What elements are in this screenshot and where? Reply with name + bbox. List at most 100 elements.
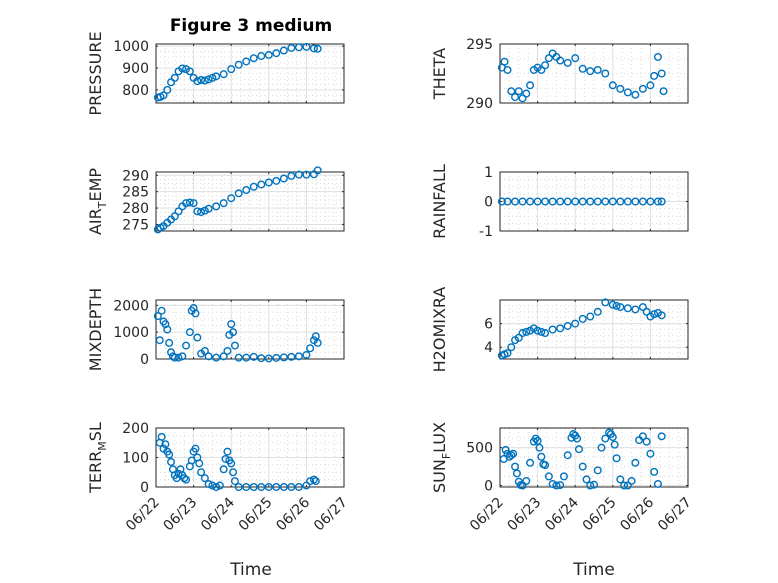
data-point: [212, 202, 221, 211]
data-point: [193, 77, 202, 86]
y-tick-label: 500: [466, 441, 493, 457]
y-tick-label: 0: [484, 478, 493, 494]
data-point: [287, 43, 296, 52]
data-point: [200, 346, 209, 355]
data-point: [500, 57, 509, 66]
data-point: [638, 84, 647, 93]
data-point: [249, 182, 258, 191]
axes-box: [499, 299, 689, 360]
data-point: [571, 319, 580, 328]
axes-box: [499, 427, 689, 488]
data-point: [197, 468, 206, 477]
x-tick-label: 06/22: [123, 495, 163, 535]
data-point: [193, 207, 202, 216]
data-point: [646, 197, 655, 206]
data-point: [197, 76, 206, 85]
data-point: [537, 452, 546, 461]
data-point: [170, 212, 179, 221]
data-point: [552, 481, 561, 490]
y-axis-label: H2OMIXRA: [430, 287, 449, 373]
data-point: [168, 352, 177, 361]
y-tick-label: 2000: [113, 298, 149, 314]
y-tick-label: 290: [122, 168, 149, 184]
data-point: [578, 462, 587, 471]
data-point: [167, 78, 176, 87]
data-point: [287, 171, 296, 180]
data-point: [165, 450, 174, 459]
data-point: [257, 354, 266, 363]
x-tick-label: 06/25: [580, 495, 620, 535]
data-point: [227, 65, 236, 74]
data-point: [507, 343, 516, 352]
y-axis-label-tail: EMP: [86, 168, 105, 202]
data-point: [279, 46, 288, 55]
data-point: [659, 87, 668, 96]
data-point: [593, 65, 602, 74]
x-tick-label: 06/24: [198, 494, 238, 534]
data-point: [559, 472, 568, 481]
data-point: [571, 197, 580, 206]
x-tick-label: 06/23: [505, 495, 545, 535]
data-point: [518, 94, 527, 103]
data-point: [182, 199, 191, 208]
x-tick-label: 06/27: [311, 495, 351, 535]
data-point: [537, 327, 546, 336]
y-tick-label: 295: [466, 37, 493, 53]
data-point: [593, 307, 602, 316]
y-tick-label: 6: [484, 317, 493, 333]
data-point: [563, 451, 572, 460]
data-point: [556, 197, 565, 206]
data-point: [212, 72, 221, 81]
data-point: [578, 197, 587, 206]
data-point: [573, 434, 582, 443]
data-point: [608, 433, 617, 442]
data-point: [302, 350, 311, 359]
data-point: [623, 197, 632, 206]
data-point: [556, 324, 565, 333]
data-point: [306, 477, 315, 486]
data-point: [272, 176, 281, 185]
data-point: [306, 344, 315, 353]
data-point: [170, 73, 179, 82]
y-tick-label: 1000: [113, 325, 149, 341]
y-tick-label: 290: [466, 96, 493, 112]
data-point: [563, 58, 572, 67]
data-point: [612, 301, 621, 310]
data-point: [157, 306, 166, 315]
data-point: [159, 91, 168, 100]
data-point: [249, 352, 258, 361]
y-tick-label: 0: [140, 480, 149, 496]
data-point: [191, 309, 200, 318]
data-point: [272, 483, 281, 492]
y-tick-label: 100: [122, 451, 149, 467]
data-point: [195, 459, 204, 468]
subplot-6: 4 6 H2OMIXRA: [430, 287, 689, 373]
axes-box: [499, 43, 689, 104]
data-point: [264, 178, 273, 187]
data-point: [593, 197, 602, 206]
data-point: [174, 353, 183, 362]
data-point: [178, 352, 187, 361]
data-point: [257, 52, 266, 61]
data-point: [309, 475, 318, 484]
data-point: [234, 353, 243, 362]
x-tick-label: 06/23: [161, 495, 201, 535]
data-point: [541, 329, 550, 338]
subplot-4: -1 0 1 RAINFALL: [430, 164, 689, 240]
data-point: [507, 87, 516, 96]
data-point: [653, 52, 662, 61]
subplot-1: 800 900 1000 PRESSURE: [86, 31, 345, 116]
data-point: [612, 454, 621, 463]
data-point: [223, 447, 232, 456]
data-point: [227, 194, 236, 203]
data-point: [657, 432, 666, 441]
y-tick-label: 800: [122, 83, 149, 99]
data-point: [593, 466, 602, 475]
data-point: [657, 69, 666, 78]
data-point: [272, 353, 281, 362]
data-point: [638, 432, 647, 441]
data-point: [212, 483, 221, 492]
data-point: [541, 61, 550, 70]
data-point: [279, 353, 288, 362]
